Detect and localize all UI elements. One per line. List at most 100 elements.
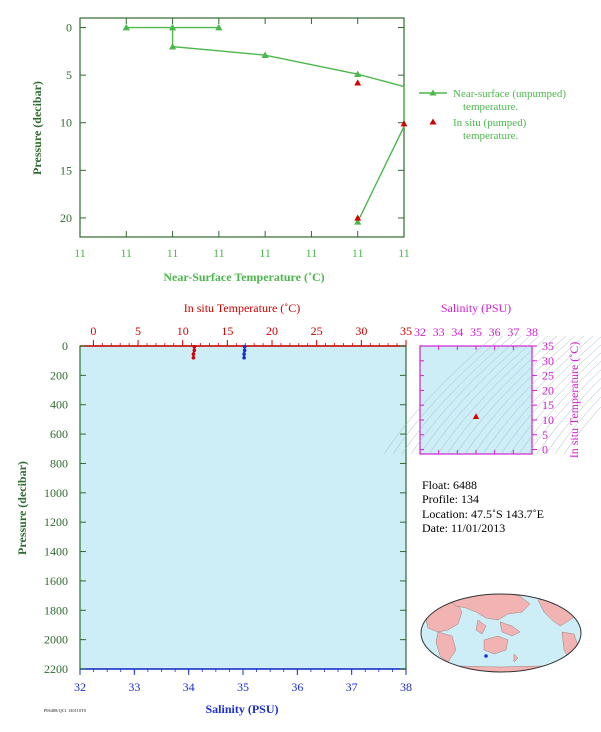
ts-points (472, 413, 480, 419)
legend-pumped-line1: In situ (pumped) (453, 117, 527, 129)
world-map (420, 593, 582, 673)
surface-x-tick-label: 11 (398, 246, 410, 260)
surface-x-tick-label: 11 (259, 246, 271, 260)
map-landmass-india (475, 619, 487, 635)
unpumped-temperature-point (122, 23, 130, 31)
profile-panel: 0200400600800100012001400160018002000220… (15, 301, 412, 716)
density-contour (482, 335, 594, 455)
pumped-temperature-point (354, 79, 362, 86)
ts-plot-area (419, 345, 533, 455)
profile-number: Profile: 134 (422, 492, 479, 506)
map-landmass-antarctica (424, 665, 579, 672)
surface-series (122, 23, 408, 225)
ts-salinity-tick-label: 35 (470, 325, 482, 339)
ts-salinity-tick-label: 32 (414, 325, 426, 339)
pressure-tick-label: 800 (50, 456, 68, 470)
density-contour (464, 335, 576, 455)
surface-temperature-axis: 11 11 11 11 11 11 11 11 (74, 18, 410, 260)
density-contour (392, 335, 504, 455)
pumped-temperature-point (354, 214, 362, 221)
ts-temperature-tick-label: 5 (542, 428, 548, 442)
legend-label-unpumped: Near-surface (unpumped) temperature. (453, 88, 569, 113)
pressure-axis: 0 200 400 600 800 1000 1200 1400 1600 1800 2000 220… (44, 339, 406, 676)
unpumped-temperature-point (215, 23, 223, 31)
salinity-tick-label: 34 (183, 680, 195, 694)
salinity-tick-label: 36 (291, 680, 303, 694)
temperature-tick-label: 0 (90, 324, 96, 338)
map-landmass-newzealand (513, 653, 519, 663)
surface-x-tick-label: 11 (306, 246, 318, 260)
profile-plot-area (79, 345, 407, 670)
surface-x-tick-label: 11 (74, 246, 86, 260)
ts-salinity-tick-label: 37 (507, 325, 519, 339)
temperature-profile-point (192, 344, 197, 349)
map-outline (420, 593, 582, 673)
density-contour (518, 360, 601, 455)
pressure-tick-label: 1600 (44, 574, 68, 588)
salinity-profile-line (243, 346, 246, 358)
float-location-marker (484, 654, 488, 658)
temperature-profile-point (192, 348, 197, 353)
surface-y-tick-label: 20 (60, 211, 72, 225)
salinity-axis-title: Salinity (PSU) (205, 702, 278, 716)
surface-x-tick-label: 11 (352, 246, 364, 260)
salinity-tick-label: 38 (400, 680, 412, 694)
location: Location: 47.5˚S 143.7˚E (422, 507, 544, 521)
ts-point (472, 413, 480, 419)
density-contour (410, 335, 522, 455)
surface-x-axis-label: Near-Surface Temperature (˚C) (163, 270, 324, 284)
temperature-axis: 0 5 10 15 20 25 30 35 (90, 324, 412, 346)
surface-plot-frame (79, 17, 405, 238)
pressure-tick-label: 1800 (44, 603, 68, 617)
pressure-tick-label: 2000 (44, 633, 68, 647)
legend-unpumped-line2: temperature. (463, 101, 519, 113)
density-contour (428, 335, 540, 455)
density-contour (563, 406, 601, 455)
surface-x-tick-label: 11 (121, 246, 133, 260)
density-contour (455, 335, 567, 455)
density-contour (383, 335, 495, 455)
surface-y-tick-label: 10 (60, 116, 72, 130)
ts-salinity-tick-label: 38 (526, 325, 538, 339)
unpumped-temperature-point (168, 42, 177, 50)
ts-salinity-tick-label: 33 (433, 325, 445, 339)
pressure-tick-label: 1000 (44, 486, 68, 500)
salinity-profile-point (242, 352, 246, 356)
ts-y-axis-title: In situ Temperature (˚C) (567, 342, 581, 459)
ts-temperature-tick-label: 35 (542, 339, 554, 353)
density-contour (401, 335, 513, 455)
density-contours (383, 335, 601, 455)
temperature-profile-line (192, 346, 196, 358)
float-id: Float: 6488 (422, 478, 477, 492)
map-landmass-australia (483, 635, 509, 655)
ts-temperature-tick-label: 10 (542, 413, 554, 427)
surface-y-tick-label: 5 (66, 68, 72, 82)
salinity-tick-label: 32 (74, 680, 86, 694)
unpumped-temperature-point (354, 70, 362, 78)
temperature-profile-point (191, 355, 196, 360)
legend-label-pumped: In situ (pumped) temperature. (453, 117, 529, 142)
ts-temperature-tick-label: 30 (542, 354, 554, 368)
salinity-tick-label: 37 (346, 680, 358, 694)
legend-unpumped-line1: Near-surface (unpumped) (453, 88, 566, 100)
pressure-tick-label: 200 (50, 368, 68, 382)
temperature-tick-label: 25 (311, 324, 323, 338)
unpumped-temperature-point (354, 218, 362, 225)
ts-temperature-tick-label: 15 (542, 398, 554, 412)
ts-salinity-axis: 32 33 34 35 36 37 38 (414, 325, 538, 454)
temperature-tick-label: 10 (177, 324, 189, 338)
salinity-tick-label: 33 (128, 680, 140, 694)
pressure-tick-label: 2200 (44, 662, 68, 676)
temperature-tick-label: 5 (135, 324, 141, 338)
surface-pressure-axis: 0 5 10 15 20 (60, 21, 404, 225)
surface-temperature-panel: 0 5 10 15 20 11 11 11 11 11 11 11 11 Near-Surface T… (30, 17, 569, 284)
density-contour (527, 369, 601, 455)
surface-y-tick-label: 0 (66, 21, 72, 35)
pressure-tick-label: 1400 (44, 545, 68, 559)
legend-pumped-line2: temperature. (463, 130, 519, 142)
profile-series (191, 344, 247, 360)
density-contour (473, 335, 585, 455)
temperature-axis-title: In situ Temperature (˚C) (184, 301, 301, 315)
